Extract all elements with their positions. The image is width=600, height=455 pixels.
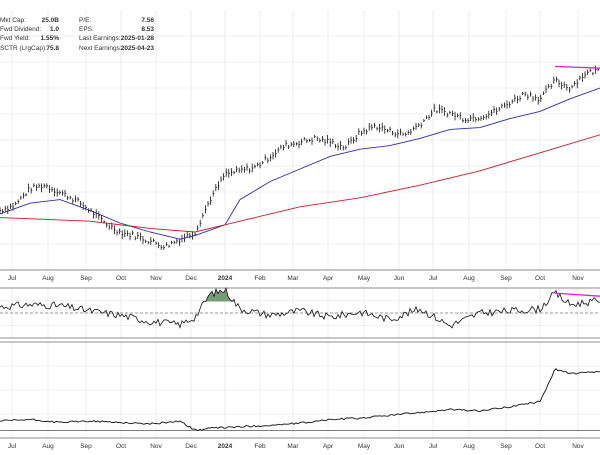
stats-right: P/E: 7.56 EPS: 8.53 Last Earnings: 2025-01-28… [79,16,154,53]
stats-right-row: Next Earnings: 2025-04-23 [79,44,154,53]
price-trendline [554,65,600,69]
stats-right-row: Last Earnings: 2025-01-28 [79,34,154,43]
stats-left: Mkt Cap: 25.0B Fwd Dividend: 1.0 Fwd Yield: 1… [0,16,59,53]
sma-200-line [0,134,600,233]
x-tick-label: Nov [150,443,162,450]
stats-left-value: 25.0B [41,17,59,24]
stats-left-row: Fwd Yield: 1.55% [0,34,59,43]
x-tick-label: Sep [80,443,92,450]
x-tick-label: Nov [572,275,584,282]
x-tick-label: Mar [287,275,299,282]
stats-left-row: SCTR (LrgCap): 75.8 [0,44,59,53]
stats-right-label: P/E: [79,17,92,24]
x-tick-label: Feb [254,275,266,282]
x-tick-label: Aug [463,443,475,450]
x-tick-label: Sep [500,275,512,282]
momentum-line [0,287,600,329]
stats-left-row: Mkt Cap: 25.0B [0,16,59,25]
stats-right-label: EPS: [79,26,94,34]
stats-right-value: 2025-01-28 [120,35,154,43]
stats-left-label: SCTR (LrgCap): [0,44,47,52]
stats-left-label: Fwd Yield: [0,35,30,43]
sma-50-line [0,87,600,240]
x-tick-label: Jul [429,275,438,282]
x-tick-label: Sep [80,275,92,282]
x-tick-label: Oct [116,443,126,450]
relative-line [0,368,600,432]
x-tick-label: 2024 [218,443,233,450]
stats-left-value: 75.8 [46,44,59,52]
x-tick-label: Jul [429,443,438,450]
stats-left-value: 1.0 [49,26,59,34]
x-tick-label: Oct [535,443,545,450]
stats-left-label: Fwd Dividend: [0,26,42,34]
x-tick-label: May [358,443,371,450]
x-tick-label: Oct [116,275,126,282]
x-tick-label: Jun [394,443,405,450]
stats-left-label: Mkt Cap: [0,17,27,24]
stats-right-row: EPS: 8.53 [79,25,154,34]
x-tick-label: Dec [185,275,197,282]
stats-left-row: Fwd Dividend: 1.0 [0,25,59,34]
x-tick-label: Nov [150,275,162,282]
stats-right-value: 7.56 [141,17,154,24]
x-tick-label: Aug [463,275,475,282]
x-tick-label: Mar [287,443,299,450]
x-tick-label: Nov [572,443,584,450]
stats-right-value: 8.53 [141,26,154,34]
stats-left-value: 1.55% [40,35,59,43]
momentum-fill [202,288,234,302]
x-tick-label: Dec [185,443,197,450]
momentum-trendline [554,292,600,297]
x-tick-label: May [358,275,371,282]
stats-right-label: Last Earnings: [79,35,121,43]
stats-right-row: P/E: 7.56 [79,16,154,25]
x-tick-label: 2024 [218,275,233,282]
x-tick-label: Feb [254,443,266,450]
x-tick-label: Oct [535,275,545,282]
stats-right-label: Next Earnings: [79,44,122,52]
x-tick-label: Apr [323,443,334,450]
x-tick-label: Jun [394,275,405,282]
stats-right-value: 2025-04-23 [120,44,154,52]
x-tick-label: Aug [42,443,54,450]
x-tick-label: Apr [323,275,334,282]
x-tick-label: Jul [8,275,17,282]
x-tick-label: Jul [8,443,17,450]
x-tick-label: Aug [42,275,54,282]
x-tick-label: Sep [500,443,512,450]
